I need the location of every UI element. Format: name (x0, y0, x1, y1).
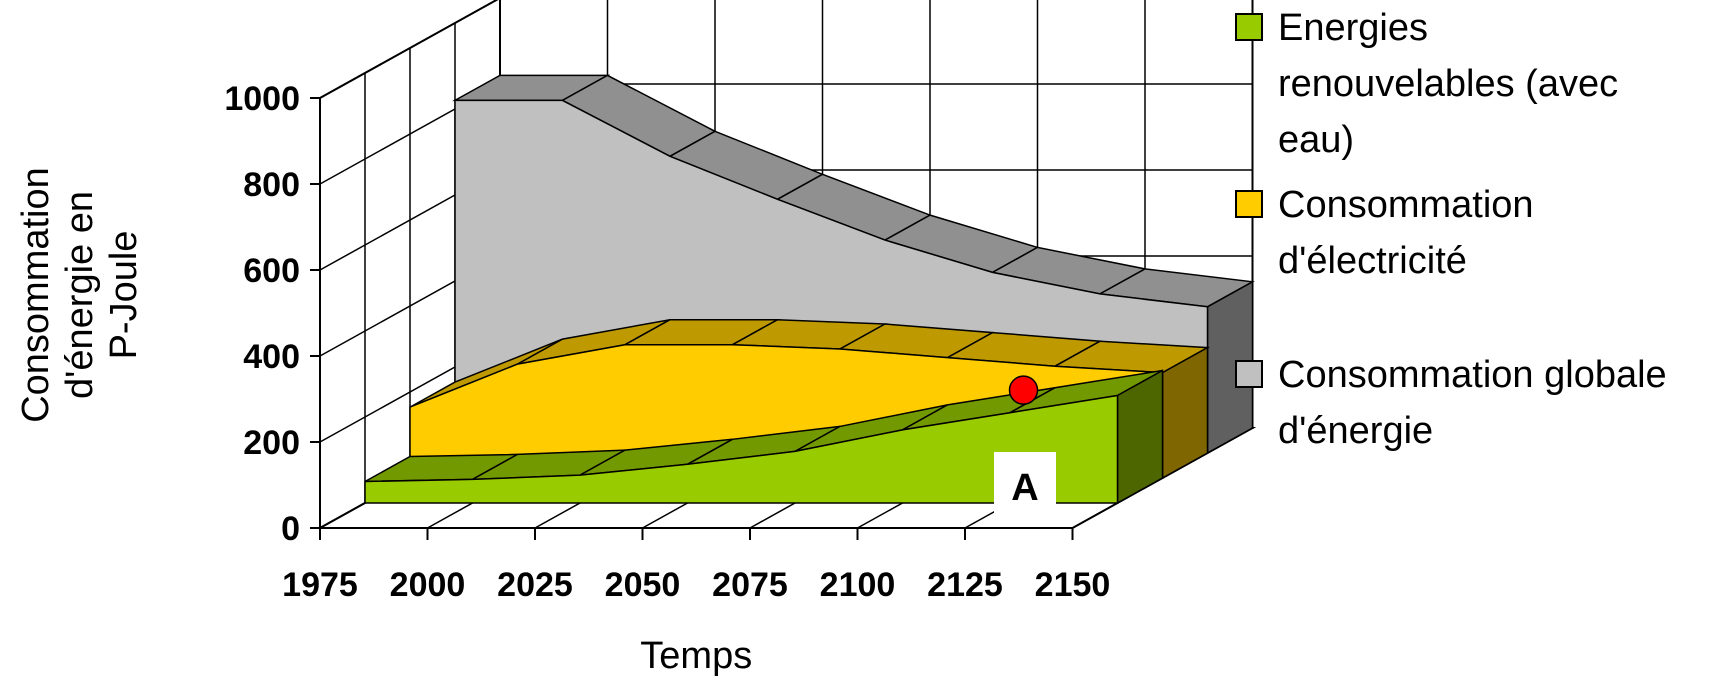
legend-label: eau) (1278, 119, 1354, 161)
y-tick-label: 200 (243, 424, 300, 462)
legend-label: Energies (1278, 7, 1428, 49)
y-axis-title-line: d'énergie en (59, 191, 101, 399)
axis-labels: Temps Consommationd'énergie enP-Joule (15, 167, 752, 677)
x-tick-label: 2050 (605, 566, 681, 604)
y-tick-label: 600 (243, 252, 300, 290)
x-axis-title: Temps (640, 635, 752, 677)
x-tick-label: 2100 (820, 566, 896, 604)
annotation-box (994, 452, 1056, 522)
x-tick-label: 1975 (282, 566, 358, 604)
legend-item: Energies renouvelables (avec eau) (1235, 7, 1618, 161)
legend-item: Consommation globale d'énergie (1235, 354, 1667, 452)
area-front-face (364, 394, 1119, 504)
legend-label: Consommation globale (1278, 354, 1667, 396)
y-tick-label: 1000 (224, 80, 300, 118)
legend-label: renouvelables (avec (1278, 63, 1618, 105)
series-layer (364, 74, 1255, 505)
y-axis-title-line: Consommation (15, 167, 57, 423)
legend-swatch (1235, 13, 1263, 41)
x-tick-label: 2125 (927, 566, 1003, 604)
legend-label: d'énergie (1278, 410, 1433, 452)
y-axis-title: Consommationd'énergie enP-Joule (15, 167, 145, 423)
legend-swatch (1235, 190, 1263, 218)
legend-label: Consommation (1278, 184, 1534, 226)
axis-ticks: 0 200 400 600 800 1000 1975 2000 2025 2050 2075 210… (224, 80, 1110, 604)
x-tick-label: 2025 (497, 566, 573, 604)
y-tick-label: 800 (243, 166, 300, 204)
gridline-y (319, 0, 498, 99)
x-tick-label: 2075 (712, 566, 788, 604)
y-axis-title-line: P-Joule (103, 231, 145, 360)
legend: Energies renouvelables (avec eau) Consommat… (1235, 7, 1667, 452)
x-tick-label: 2150 (1035, 566, 1111, 604)
legend-label: d'électricité (1278, 240, 1467, 282)
legend-swatch (1235, 360, 1263, 388)
y-tick-label: 400 (243, 338, 300, 376)
x-tick-label: 2000 (390, 566, 466, 604)
annotation-label: A (1011, 467, 1038, 509)
legend-item: Consommation d'électricité (1235, 184, 1534, 282)
y-tick-label: 0 (281, 510, 300, 548)
annotations: A (994, 375, 1056, 522)
red-marker (1008, 375, 1039, 405)
